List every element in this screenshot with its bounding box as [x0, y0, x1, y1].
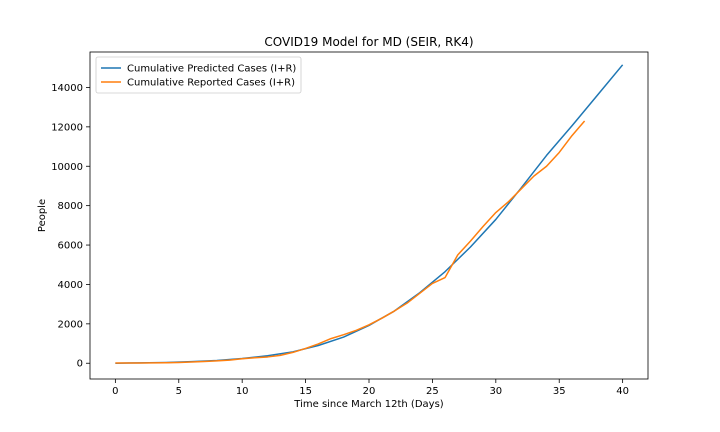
y-tick-label: 0 — [77, 359, 83, 370]
series-line-2 — [115, 120, 586, 364]
x-tick-label: 10 — [236, 386, 249, 397]
legend-box — [95, 56, 302, 94]
legend: Cumulative Predicted Cases (I+R) Cumulati… — [95, 56, 302, 94]
x-tick-label: 35 — [553, 386, 566, 397]
series-lines — [115, 64, 624, 364]
x-tick-label: 20 — [363, 386, 376, 397]
y-tick-label: 6000 — [58, 241, 83, 252]
legend-label-1: Cumulative Predicted Cases (I+R) — [127, 64, 296, 75]
legend-label-2: Cumulative Reported Cases (I+R) — [127, 78, 295, 89]
y-axis-ticks: 0 2000 4000 6000 8000 10000 12000 14000 — [51, 83, 90, 370]
x-tick-label: 25 — [426, 386, 439, 397]
x-tick-label: 15 — [299, 386, 312, 397]
x-axis-title: Time since March 12th (Days) — [293, 399, 443, 410]
x-tick-label: 5 — [176, 386, 182, 397]
chart-title: COVID19 Model for MD (SEIR, RK4) — [264, 35, 473, 49]
x-tick-label: 0 — [112, 386, 118, 397]
y-tick-label: 2000 — [58, 319, 83, 330]
y-tick-label: 4000 — [58, 280, 83, 291]
y-tick-label: 14000 — [51, 83, 83, 94]
x-tick-label: 40 — [616, 386, 629, 397]
y-tick-label: 8000 — [58, 201, 83, 212]
x-axis-ticks: 0 5 10 15 20 25 30 35 40 — [112, 379, 629, 397]
y-tick-label: 12000 — [51, 122, 83, 133]
y-tick-label: 10000 — [51, 162, 83, 173]
y-axis-title: People — [37, 199, 48, 232]
x-tick-label: 30 — [489, 386, 502, 397]
